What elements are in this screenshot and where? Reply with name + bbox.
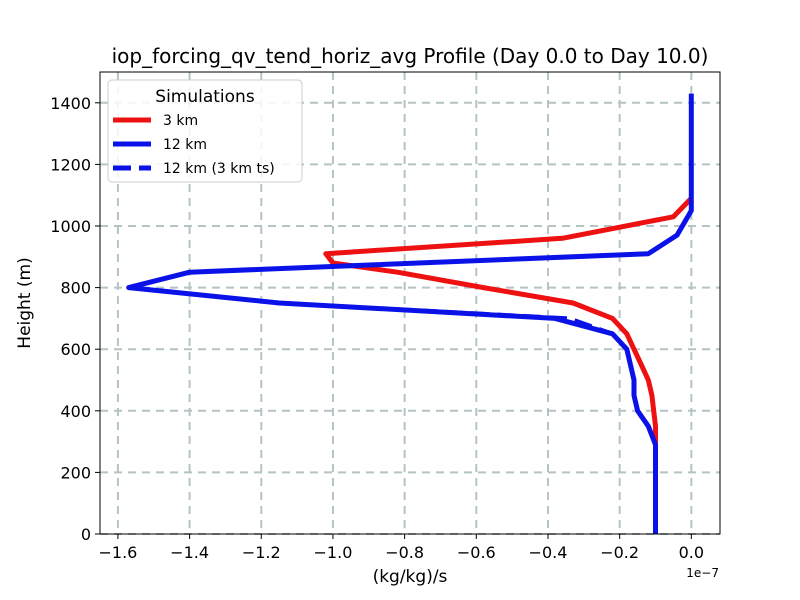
- x-tick-label: −1.4: [170, 543, 209, 562]
- x-tick-label: −1.0: [314, 543, 353, 562]
- y-tick-label: 1200: [50, 155, 91, 174]
- series-line-3-km: [323, 196, 694, 534]
- legend-label: 3 km: [163, 113, 198, 129]
- y-tick-label: 600: [60, 340, 91, 359]
- y-tick-label: 800: [60, 279, 91, 298]
- x-tick-label: −0.4: [529, 543, 568, 562]
- x-tick-label: −0.6: [457, 543, 496, 562]
- y-tick-label: 400: [60, 402, 91, 421]
- y-tick-label: 1000: [50, 217, 91, 236]
- series-lines: [126, 93, 694, 534]
- x-axis-label: (kg/kg)/s: [373, 567, 448, 587]
- chart-title: iop_forcing_qv_tend_horiz_avg Profile (D…: [112, 44, 709, 68]
- legend-box: [107, 79, 303, 183]
- y-tick-label: 0: [81, 525, 91, 544]
- x-tick-label: −0.8: [385, 543, 424, 562]
- legend-label: 12 km (3 km ts): [163, 161, 275, 177]
- x-tick-label: −1.2: [242, 543, 281, 562]
- legend-title: Simulations: [155, 87, 255, 107]
- legend: Simulations 3 km 12 km 12 km (3 km ts): [107, 79, 303, 183]
- series-line-12-km-3-km-ts: [126, 93, 694, 534]
- x-tick-label: 0.0: [679, 543, 704, 562]
- x-offset-label: 1e−7: [686, 566, 719, 580]
- x-tick-label: −1.6: [98, 543, 137, 562]
- legend-label: 12 km: [163, 137, 207, 153]
- y-axis-label: Height (m): [15, 257, 35, 348]
- y-tick-label: 200: [60, 463, 91, 482]
- x-axis: −1.6 −1.4 −1.2 −1.0 −0.8 −0.6 −0.4 −0.2 0.0: [98, 534, 704, 562]
- x-tick-label: −0.2: [600, 543, 639, 562]
- y-tick-label: 1400: [50, 94, 91, 113]
- y-axis: 0 200 400 600 800 1000 1200 1400: [50, 94, 100, 544]
- plot-frame: [99, 71, 721, 535]
